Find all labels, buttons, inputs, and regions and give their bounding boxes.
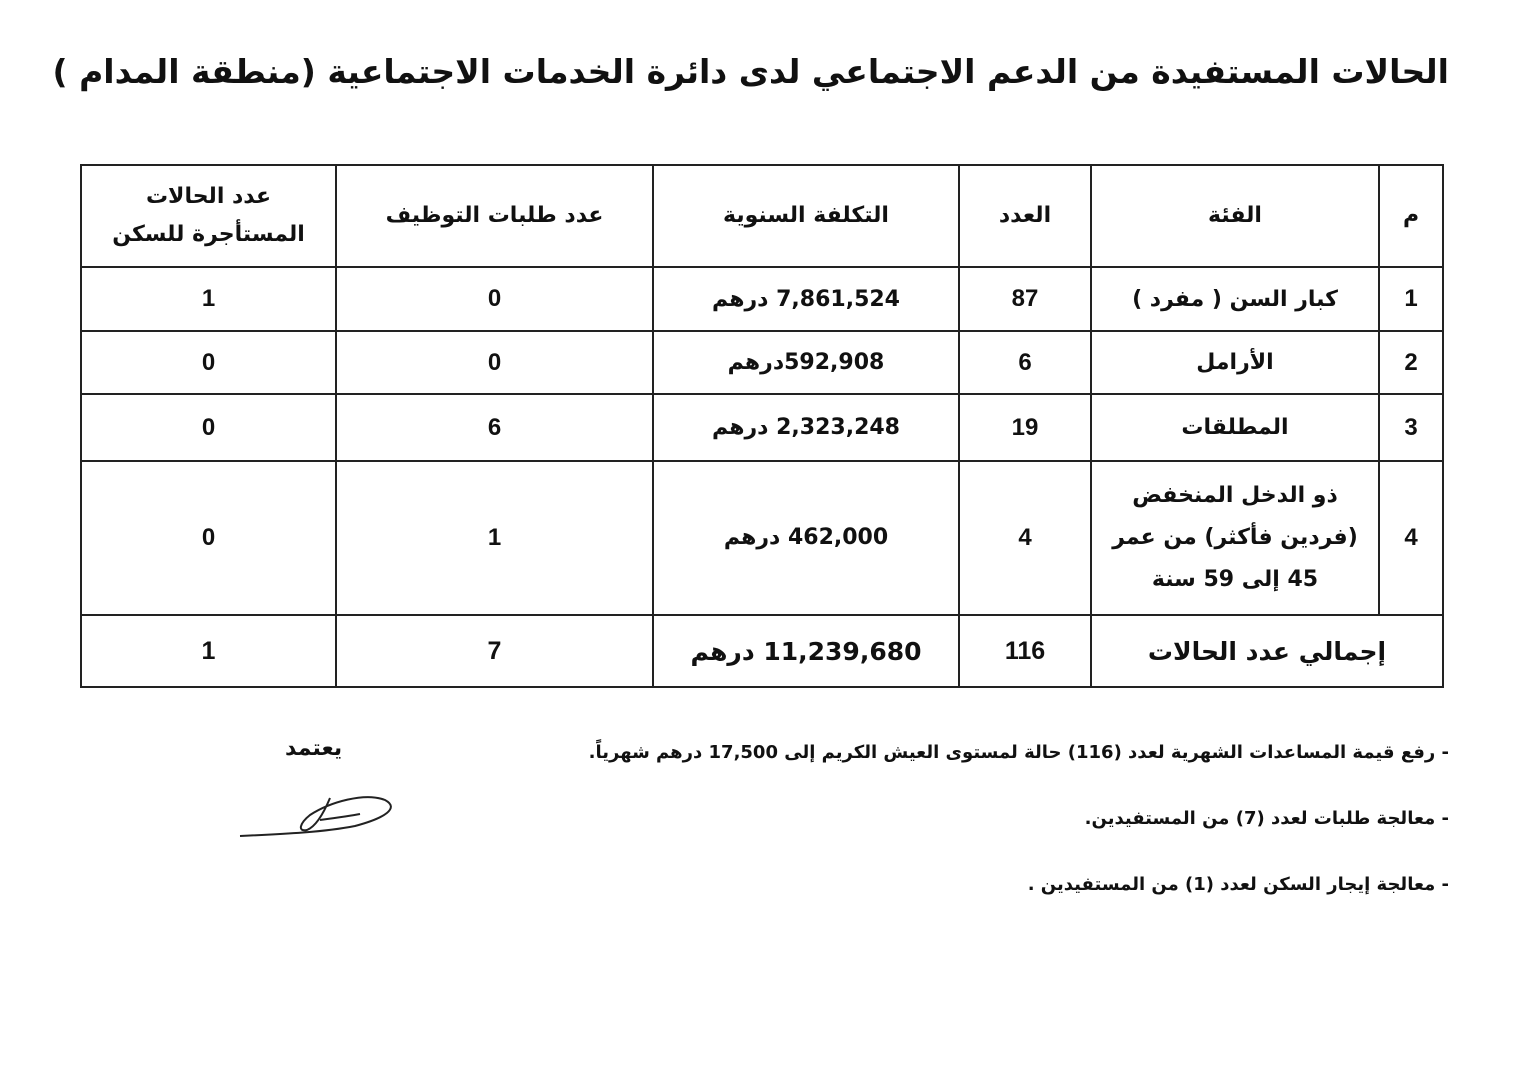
cell-count: 4 [958,460,1092,616]
document-title: الحالات المستفيدة من الدعم الاجتماعي لدى… [52,52,1449,91]
cell-index: 2 [1378,330,1444,395]
table-row: 1 كبار السن ( مفرد ) 87 7,861,524 درهم 0… [80,266,1444,332]
table-header-row: م الفئة العدد التكلفة السنوية عدد طلبات … [80,164,1444,268]
cell-index: 3 [1378,393,1444,462]
cell-annual-cost: 7,861,524 درهم [652,266,960,332]
total-rented-housing: 1 [80,614,337,688]
table-row: 4 ذو الدخل المنخفض (فردين فأكثر) من عمر … [80,460,1444,616]
note-item: - معالجة طلبات لعدد (7) من المستفيدين. [1084,808,1449,829]
cell-rented-housing: 1 [80,266,337,332]
beneficiaries-table: م الفئة العدد التكلفة السنوية عدد طلبات … [80,164,1444,688]
header-rented-housing: عدد الحالات المستأجرة للسكن [80,164,337,268]
total-annual-cost: 11,239,680 درهم [652,614,960,688]
table-total-row: إجمالي عدد الحالات 116 11,239,680 درهم 7… [80,614,1444,688]
cell-category: كبار السن ( مفرد ) [1090,266,1380,332]
cell-employment-requests: 0 [335,266,654,332]
table-row: 3 المطلقات 19 2,323,248 درهم 6 0 [80,393,1444,462]
cell-index: 4 [1378,460,1444,616]
cell-category: الأرامل [1090,330,1380,395]
header-annual-cost: التكلفة السنوية [652,164,960,268]
note-item: - رفع قيمة المساعدات الشهرية لعدد (116) … [588,742,1449,763]
header-category: الفئة [1090,164,1380,268]
cell-annual-cost: 2,323,248 درهم [652,393,960,462]
cell-category: ذو الدخل المنخفض (فردين فأكثر) من عمر 45… [1090,460,1380,616]
cell-rented-housing: 0 [80,330,337,395]
cell-rented-housing: 0 [80,393,337,462]
cell-employment-requests: 0 [335,330,654,395]
cell-annual-cost: 592,908درهم [652,330,960,395]
total-count: 116 [958,614,1092,688]
notes-list: - رفع قيمة المساعدات الشهرية لعدد (116) … [589,742,1449,940]
cell-annual-cost: 462,000 درهم [652,460,960,616]
signature [239,796,392,837]
header-employment-requests: عدد طلبات التوظيف [335,164,654,268]
header-count: العدد [958,164,1092,268]
note-item: - معالجة إيجار السكن لعدد (1) من المستفي… [1027,874,1449,895]
cell-index: 1 [1378,266,1444,332]
table-row: 2 الأرامل 6 592,908درهم 0 0 [80,330,1444,395]
cell-employment-requests: 1 [335,460,654,616]
total-employment-requests: 7 [335,614,654,688]
cell-count: 19 [958,393,1092,462]
cell-count: 6 [958,330,1092,395]
approval-label: يعتمد [285,736,343,761]
cell-employment-requests: 6 [335,393,654,462]
cell-category: المطلقات [1090,393,1380,462]
header-index: م [1378,164,1444,268]
cell-rented-housing: 0 [80,460,337,616]
cell-count: 87 [958,266,1092,332]
total-label: إجمالي عدد الحالات [1090,614,1444,688]
